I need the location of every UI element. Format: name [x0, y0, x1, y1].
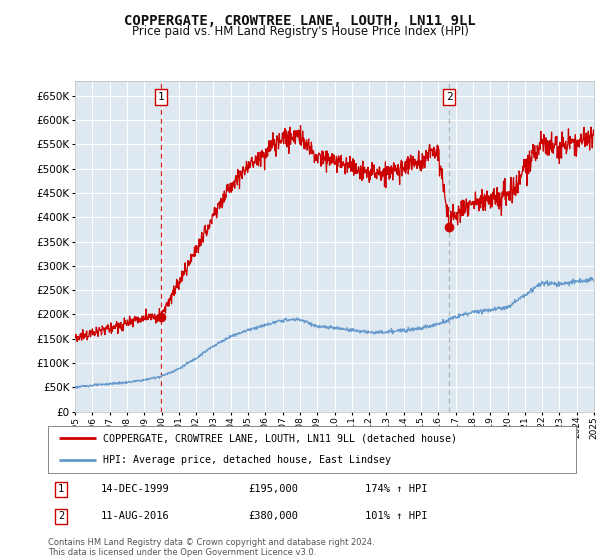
Text: 101% ↑ HPI: 101% ↑ HPI: [365, 511, 427, 521]
Text: Price paid vs. HM Land Registry's House Price Index (HPI): Price paid vs. HM Land Registry's House …: [131, 25, 469, 38]
Text: HPI: Average price, detached house, East Lindsey: HPI: Average price, detached house, East…: [103, 455, 391, 465]
Text: £380,000: £380,000: [248, 511, 299, 521]
Text: 2: 2: [446, 92, 452, 102]
Text: 1: 1: [58, 484, 64, 494]
Text: £195,000: £195,000: [248, 484, 299, 494]
Text: COPPERGATE, CROWTREE LANE, LOUTH, LN11 9LL: COPPERGATE, CROWTREE LANE, LOUTH, LN11 9…: [124, 14, 476, 28]
Text: Contains HM Land Registry data © Crown copyright and database right 2024.
This d: Contains HM Land Registry data © Crown c…: [48, 538, 374, 557]
Text: 14-DEC-1999: 14-DEC-1999: [101, 484, 170, 494]
Text: 2: 2: [58, 511, 64, 521]
Text: COPPERGATE, CROWTREE LANE, LOUTH, LN11 9LL (detached house): COPPERGATE, CROWTREE LANE, LOUTH, LN11 9…: [103, 433, 457, 444]
Text: 11-AUG-2016: 11-AUG-2016: [101, 511, 170, 521]
Text: 174% ↑ HPI: 174% ↑ HPI: [365, 484, 427, 494]
Text: 1: 1: [157, 92, 164, 102]
